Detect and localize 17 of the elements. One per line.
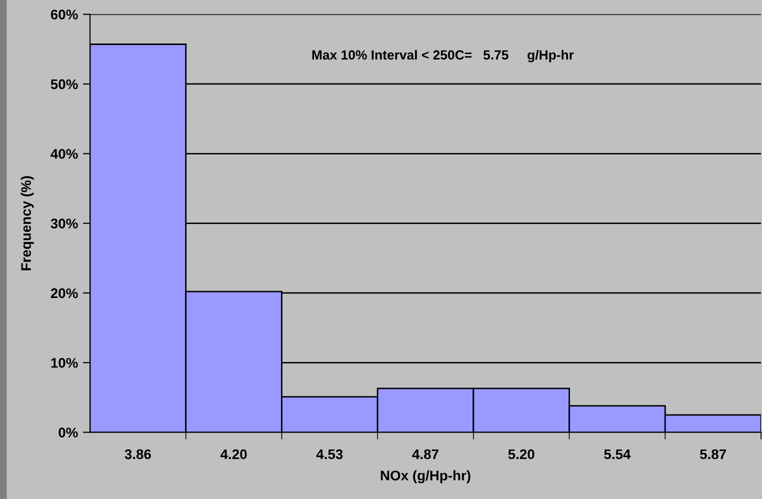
y-tick-label: 30% <box>50 218 78 228</box>
y-tick-label: 10% <box>51 358 78 368</box>
x-tick-label: 5.87 <box>700 449 726 460</box>
x-tick-label: 5.54 <box>604 449 631 460</box>
x-tick-label: 5.20 <box>508 449 534 460</box>
y-axis-title: Frequency (%) <box>20 176 34 270</box>
y-tick-label: 0% <box>58 428 78 438</box>
y-tick-label: 50% <box>50 79 78 90</box>
y-tick-label: 20% <box>50 288 78 298</box>
x-tick-label: 4.87 <box>412 449 438 460</box>
x-tick-label: 3.86 <box>124 449 151 460</box>
x-tick-label: 4.53 <box>316 449 343 460</box>
x-axis-title: NOx (g/Hp-hr) <box>380 470 470 484</box>
y-tick-label: 40% <box>50 148 78 159</box>
y-tick-label: 60% <box>50 10 78 20</box>
x-tick-label: 4.20 <box>220 449 247 460</box>
annotation: Max 10% Interval < 250C= 5.75 g/Hp-hr <box>312 50 574 62</box>
